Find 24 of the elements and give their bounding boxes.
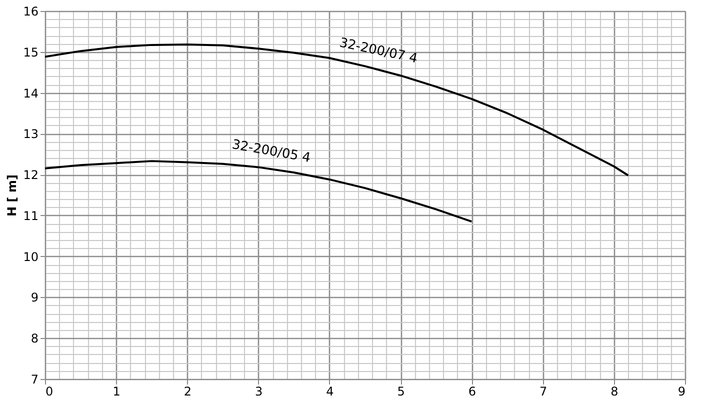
x-tick-label: 8 xyxy=(610,384,618,398)
y-tick-label: 14 xyxy=(23,86,38,100)
x-tick-label: 9 xyxy=(678,384,686,398)
y-tick-label: 9 xyxy=(30,290,38,305)
text: 32-200/05 4 xyxy=(230,137,312,166)
y-tick-label: 8 xyxy=(30,332,38,346)
x-tick-label: 0 xyxy=(46,384,54,398)
y-tick-label: 13 xyxy=(23,127,38,142)
line-series xyxy=(45,160,473,223)
y-tick-label: 11 xyxy=(23,208,38,223)
x-tick-label: 6 xyxy=(468,384,476,398)
y-tick-label: 16 xyxy=(23,4,38,18)
y-tick-label: 7 xyxy=(30,372,38,386)
x-tick-label: 3 xyxy=(255,384,263,398)
text: 32-200/07 4 xyxy=(338,36,419,67)
y-tick-label: 10 xyxy=(23,250,38,264)
x-tick-label: 4 xyxy=(326,384,334,398)
y-axis-title: H [ m] xyxy=(5,174,20,216)
x-tick-label: 5 xyxy=(397,384,405,398)
x-tick-label: 7 xyxy=(539,384,548,398)
y-tick-label: 15 xyxy=(23,45,38,60)
x-tick-label: 1 xyxy=(112,384,120,398)
y-tick-label: 12 xyxy=(23,168,38,182)
x-tick-label: 2 xyxy=(184,384,192,398)
